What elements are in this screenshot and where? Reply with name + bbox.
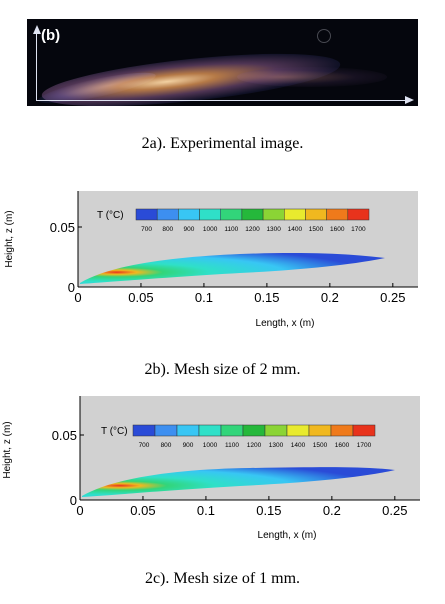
x-tick-label: 0.25 — [380, 290, 405, 305]
colorbar-title: T (°C) — [101, 426, 128, 437]
panel-tag: (b) — [41, 27, 61, 44]
caption-2c: 2c). Mesh size of 1 mm. — [144, 570, 301, 587]
flame-contour — [80, 253, 385, 284]
caption-2b: 2b). Mesh size of 2 mm. — [144, 361, 301, 378]
colorbar-tick-label: 1200 — [247, 442, 262, 449]
colorbar-tick-label: 1100 — [224, 226, 238, 233]
x-tick-label: 0.2 — [323, 503, 341, 518]
colorbar-swatch — [135, 208, 158, 221]
x-tick-label: 0.05 — [128, 290, 153, 305]
colorbar-tick-label: 1300 — [269, 442, 284, 449]
colorbar: 700 800 900 1000 1100 1200 1300 1400 1500 1600 170… — [132, 424, 376, 449]
y-tick-label: 0.05 — [52, 428, 77, 443]
colorbar-swatch — [262, 208, 285, 221]
colorbar-tick-label: 900 — [183, 442, 194, 449]
y-tick-label: 0 — [68, 280, 75, 295]
flame-tail — [237, 67, 387, 87]
colorbar-swatch — [308, 424, 332, 437]
x-tick-label: 0.2 — [321, 290, 339, 305]
colorbar-tick-label: 1600 — [330, 226, 345, 233]
colorbar-swatch — [264, 424, 288, 437]
colorbar-title: T (°C) — [97, 210, 124, 221]
colorbar-swatch — [199, 208, 221, 221]
colorbar-tick-label: 700 — [141, 226, 152, 233]
colorbar-swatch — [132, 424, 156, 437]
colorbar: 700 800 900 1000 1100 1200 1300 1400 1500 1600 170… — [135, 208, 370, 233]
y-tick-label: 0.05 — [50, 220, 75, 235]
colorbar-tick-label: 1700 — [357, 442, 372, 449]
x-tick-label: 0 — [74, 290, 81, 305]
colorbar-swatch — [284, 208, 306, 221]
colorbar-tick-label: 700 — [139, 442, 150, 449]
x-tick-label: 0.05 — [130, 503, 155, 518]
caption-2a: 2a). Experimental image. — [141, 135, 304, 152]
x-axis-label: Length, x (m) — [256, 318, 315, 329]
horizontal-axis-line — [36, 100, 406, 101]
x-tick-label: 0.25 — [382, 503, 407, 518]
colorbar-tick-label: 900 — [184, 226, 195, 233]
colorbar-tick-label: 1000 — [203, 442, 218, 449]
colorbar-swatch — [242, 424, 266, 437]
y-axis-label: Height, z (m) — [2, 421, 13, 478]
simulation-plot-1mm: 700 800 900 1000 1100 1200 1300 1400 1500 1600 170… — [2, 396, 420, 541]
x-tick-label: 0.1 — [195, 290, 213, 305]
lens-reflection — [317, 29, 331, 43]
colorbar-tick-label: 1400 — [288, 226, 303, 233]
colorbar-swatch — [241, 208, 264, 221]
colorbar-swatch — [330, 424, 354, 437]
colorbar-tick-label: 1200 — [245, 226, 260, 233]
colorbar-swatch — [347, 208, 370, 221]
colorbar-tick-label: 1700 — [351, 226, 366, 233]
colorbar-swatch — [220, 208, 243, 221]
x-tick-label: 0.1 — [197, 503, 215, 518]
colorbar-swatch — [154, 424, 178, 437]
x-tick-label: 0.15 — [256, 503, 281, 518]
arrow-right-icon — [405, 96, 414, 104]
simulation-plot-2mm: 700 800 900 1000 1100 1200 1300 1400 1500 1600 170… — [4, 191, 418, 329]
colorbar-tick-label: 800 — [161, 442, 172, 449]
colorbar-tick-label: 1400 — [291, 442, 306, 449]
x-tick-label: 0.15 — [254, 290, 279, 305]
flame-contour — [82, 467, 395, 497]
colorbar-swatch — [286, 424, 310, 437]
colorbar-tick-label: 1100 — [225, 442, 239, 449]
colorbar-swatch — [352, 424, 376, 437]
colorbar-swatch — [305, 208, 327, 221]
vertical-axis-line — [36, 33, 37, 101]
arrow-up-icon — [33, 25, 41, 34]
colorbar-swatch — [156, 208, 179, 221]
colorbar-tick-label: 1500 — [313, 442, 328, 449]
colorbar-tick-label: 1300 — [266, 226, 281, 233]
colorbar-swatch — [326, 208, 349, 221]
y-axis-label: Height, z (m) — [4, 210, 15, 267]
colorbar-swatch — [178, 208, 200, 221]
colorbar-tick-label: 800 — [162, 226, 173, 233]
x-axis-label: Length, x (m) — [258, 530, 317, 541]
colorbar-tick-label: 1500 — [309, 226, 324, 233]
colorbar-tick-label: 1600 — [335, 442, 350, 449]
colorbar-tick-label: 1000 — [203, 226, 218, 233]
colorbar-swatch — [198, 424, 222, 437]
colorbar-swatch — [176, 424, 200, 437]
colorbar-swatch — [220, 424, 244, 437]
experimental-flame-photo: (b) — [27, 19, 418, 106]
y-tick-label: 0 — [70, 493, 77, 508]
x-tick-label: 0 — [76, 503, 83, 518]
